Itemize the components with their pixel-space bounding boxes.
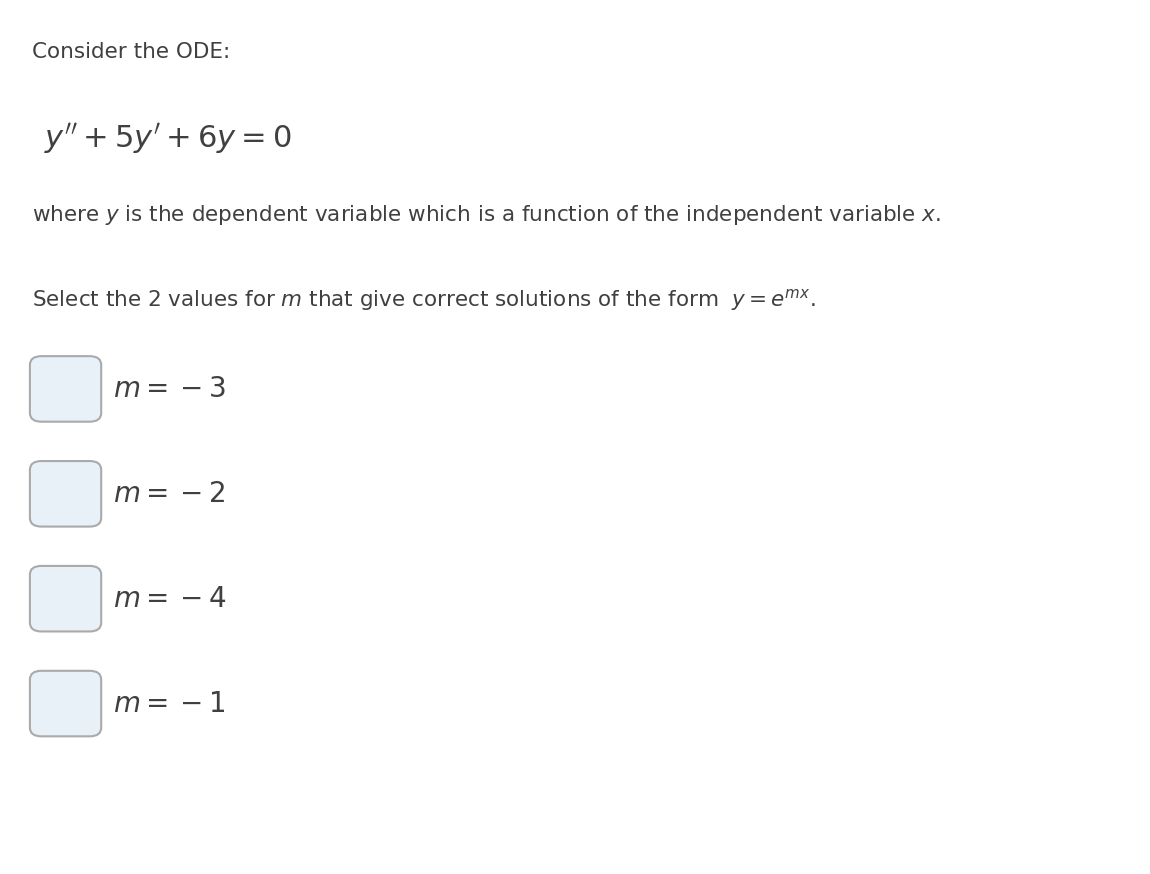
Text: $m = -1$: $m = -1$ <box>113 690 225 718</box>
Text: $y'' + 5y' + 6y = 0$: $y'' + 5y' + 6y = 0$ <box>44 121 291 156</box>
FancyBboxPatch shape <box>30 461 101 526</box>
Text: Consider the ODE:: Consider the ODE: <box>32 42 230 62</box>
FancyBboxPatch shape <box>30 671 101 736</box>
Text: $m = -4$: $m = -4$ <box>113 585 227 613</box>
Text: Select the 2 values for $m$ that give correct solutions of the form  $y = e^{mx}: Select the 2 values for $m$ that give co… <box>32 287 815 313</box>
Text: $m = -2$: $m = -2$ <box>113 480 224 508</box>
FancyBboxPatch shape <box>30 566 101 631</box>
Text: where $y$ is the dependent variable which is a function of the independent varia: where $y$ is the dependent variable whic… <box>32 203 942 226</box>
Text: $m = -3$: $m = -3$ <box>113 375 225 403</box>
FancyBboxPatch shape <box>30 357 101 421</box>
